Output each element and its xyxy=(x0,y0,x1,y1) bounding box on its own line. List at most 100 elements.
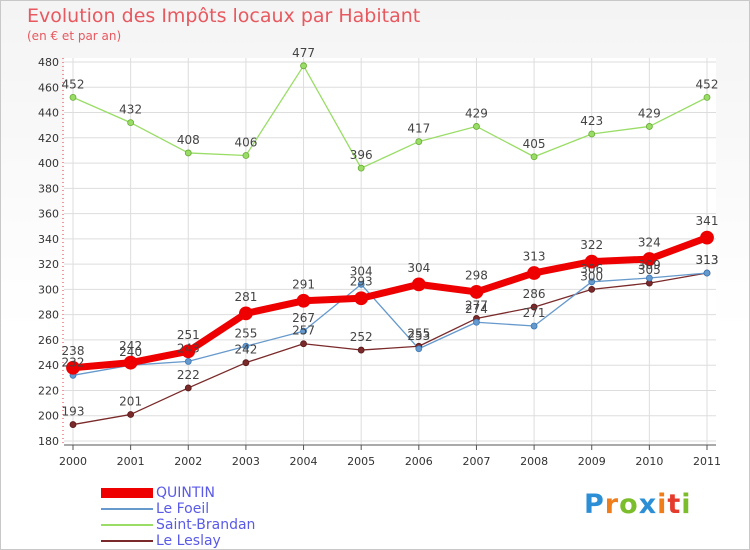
y-tick-label: 200 xyxy=(38,410,59,423)
data-label: 271 xyxy=(523,306,546,320)
data-point xyxy=(300,327,307,335)
data-label: 429 xyxy=(465,106,488,120)
data-point xyxy=(415,138,423,145)
data-label: 240 xyxy=(119,345,142,359)
data-label: 417 xyxy=(407,122,430,136)
data-label: 305 xyxy=(638,263,661,277)
data-point xyxy=(357,346,365,354)
chart-title: Evolution des Impôts locaux par Habitant xyxy=(27,5,421,27)
data-point xyxy=(69,93,77,101)
data-label: 252 xyxy=(350,330,373,344)
x-tick-label: 2010 xyxy=(635,455,663,468)
data-label: 309 xyxy=(638,258,661,272)
y-tick-label: 340 xyxy=(38,233,59,246)
data-label: 267 xyxy=(292,311,315,325)
data-point xyxy=(69,421,77,428)
x-tick-label: 2003 xyxy=(232,455,260,468)
data-label: 222 xyxy=(177,368,200,382)
logo-letter: i xyxy=(681,489,692,520)
data-label: 304 xyxy=(407,261,430,275)
data-point xyxy=(469,285,484,299)
legend-swatch xyxy=(101,524,153,526)
logo-letter: x xyxy=(638,489,658,520)
x-tick-label: 2008 xyxy=(520,455,548,468)
data-label: 277 xyxy=(465,298,488,312)
logo-letter: i xyxy=(657,489,668,520)
x-tick-label: 2004 xyxy=(290,455,318,468)
data-point xyxy=(530,303,538,311)
y-tick-label: 220 xyxy=(38,384,59,397)
data-point xyxy=(242,152,250,159)
data-label: 322 xyxy=(580,238,603,252)
data-label: 396 xyxy=(350,148,373,162)
data-label: 201 xyxy=(119,394,142,408)
data-label: 242 xyxy=(119,339,142,353)
data-label: 274 xyxy=(465,302,488,316)
data-point xyxy=(184,384,192,392)
y-tick-label: 440 xyxy=(38,107,59,120)
data-point xyxy=(411,277,426,292)
data-label: 452 xyxy=(62,77,85,91)
legend-swatch xyxy=(101,540,153,542)
data-point xyxy=(530,322,538,330)
legend-item: Le Foeil xyxy=(101,501,209,517)
data-point xyxy=(242,342,250,350)
data-point xyxy=(66,360,80,375)
data-point xyxy=(584,254,599,269)
legend-swatch xyxy=(101,488,153,498)
logo-letter: o xyxy=(619,489,639,520)
series-points xyxy=(66,62,714,428)
legend-swatch xyxy=(101,508,153,510)
data-label: 406 xyxy=(234,135,257,149)
series-line-le-leslay xyxy=(72,272,708,426)
data-label: 341 xyxy=(696,214,719,228)
y-tick-label: 420 xyxy=(38,132,59,145)
data-point xyxy=(357,280,365,288)
legend-item: QUINTIN xyxy=(101,485,215,501)
data-label: 255 xyxy=(407,326,430,340)
data-point xyxy=(181,344,196,359)
logo-letter: r xyxy=(604,489,620,520)
x-tick-label: 2002 xyxy=(174,455,202,468)
y-tick-label: 460 xyxy=(38,81,59,94)
data-point xyxy=(642,252,657,266)
chart-subtitle: (en € et par an) xyxy=(27,29,122,43)
data-point xyxy=(127,411,135,418)
data-point xyxy=(473,123,480,130)
legend-label: QUINTIN xyxy=(156,485,216,501)
data-label: 477 xyxy=(292,46,315,60)
data-label: 452 xyxy=(696,77,719,91)
series-line-quintin xyxy=(69,234,711,372)
data-label: 405 xyxy=(523,137,546,151)
data-label: 291 xyxy=(292,277,315,291)
legend-label: Le Foeil xyxy=(156,501,210,517)
data-point xyxy=(645,123,653,130)
x-tick-label: 2001 xyxy=(117,455,145,468)
data-point xyxy=(703,269,711,277)
data-label: 423 xyxy=(580,114,603,128)
y-tick-label: 260 xyxy=(38,334,59,347)
data-label: 306 xyxy=(580,262,603,276)
data-point xyxy=(296,293,311,308)
data-point xyxy=(588,285,596,293)
data-label: 255 xyxy=(234,326,257,340)
data-label: 193 xyxy=(62,405,85,419)
plot-area xyxy=(64,58,716,445)
y-tick-label: 480 xyxy=(38,56,59,69)
legend-label: Saint-Brandan xyxy=(156,517,256,533)
data-label: 432 xyxy=(119,103,142,117)
data-label: 251 xyxy=(177,328,200,342)
data-label: 313 xyxy=(696,253,719,267)
data-point xyxy=(588,130,596,138)
data-label: 242 xyxy=(234,343,257,357)
x-tick-label: 2006 xyxy=(405,455,433,468)
data-label: 300 xyxy=(580,269,603,283)
data-point xyxy=(184,149,192,157)
data-point xyxy=(184,358,192,365)
grid xyxy=(64,58,716,445)
data-point xyxy=(300,340,307,348)
data-label: 257 xyxy=(292,324,315,338)
data-point xyxy=(354,291,369,306)
